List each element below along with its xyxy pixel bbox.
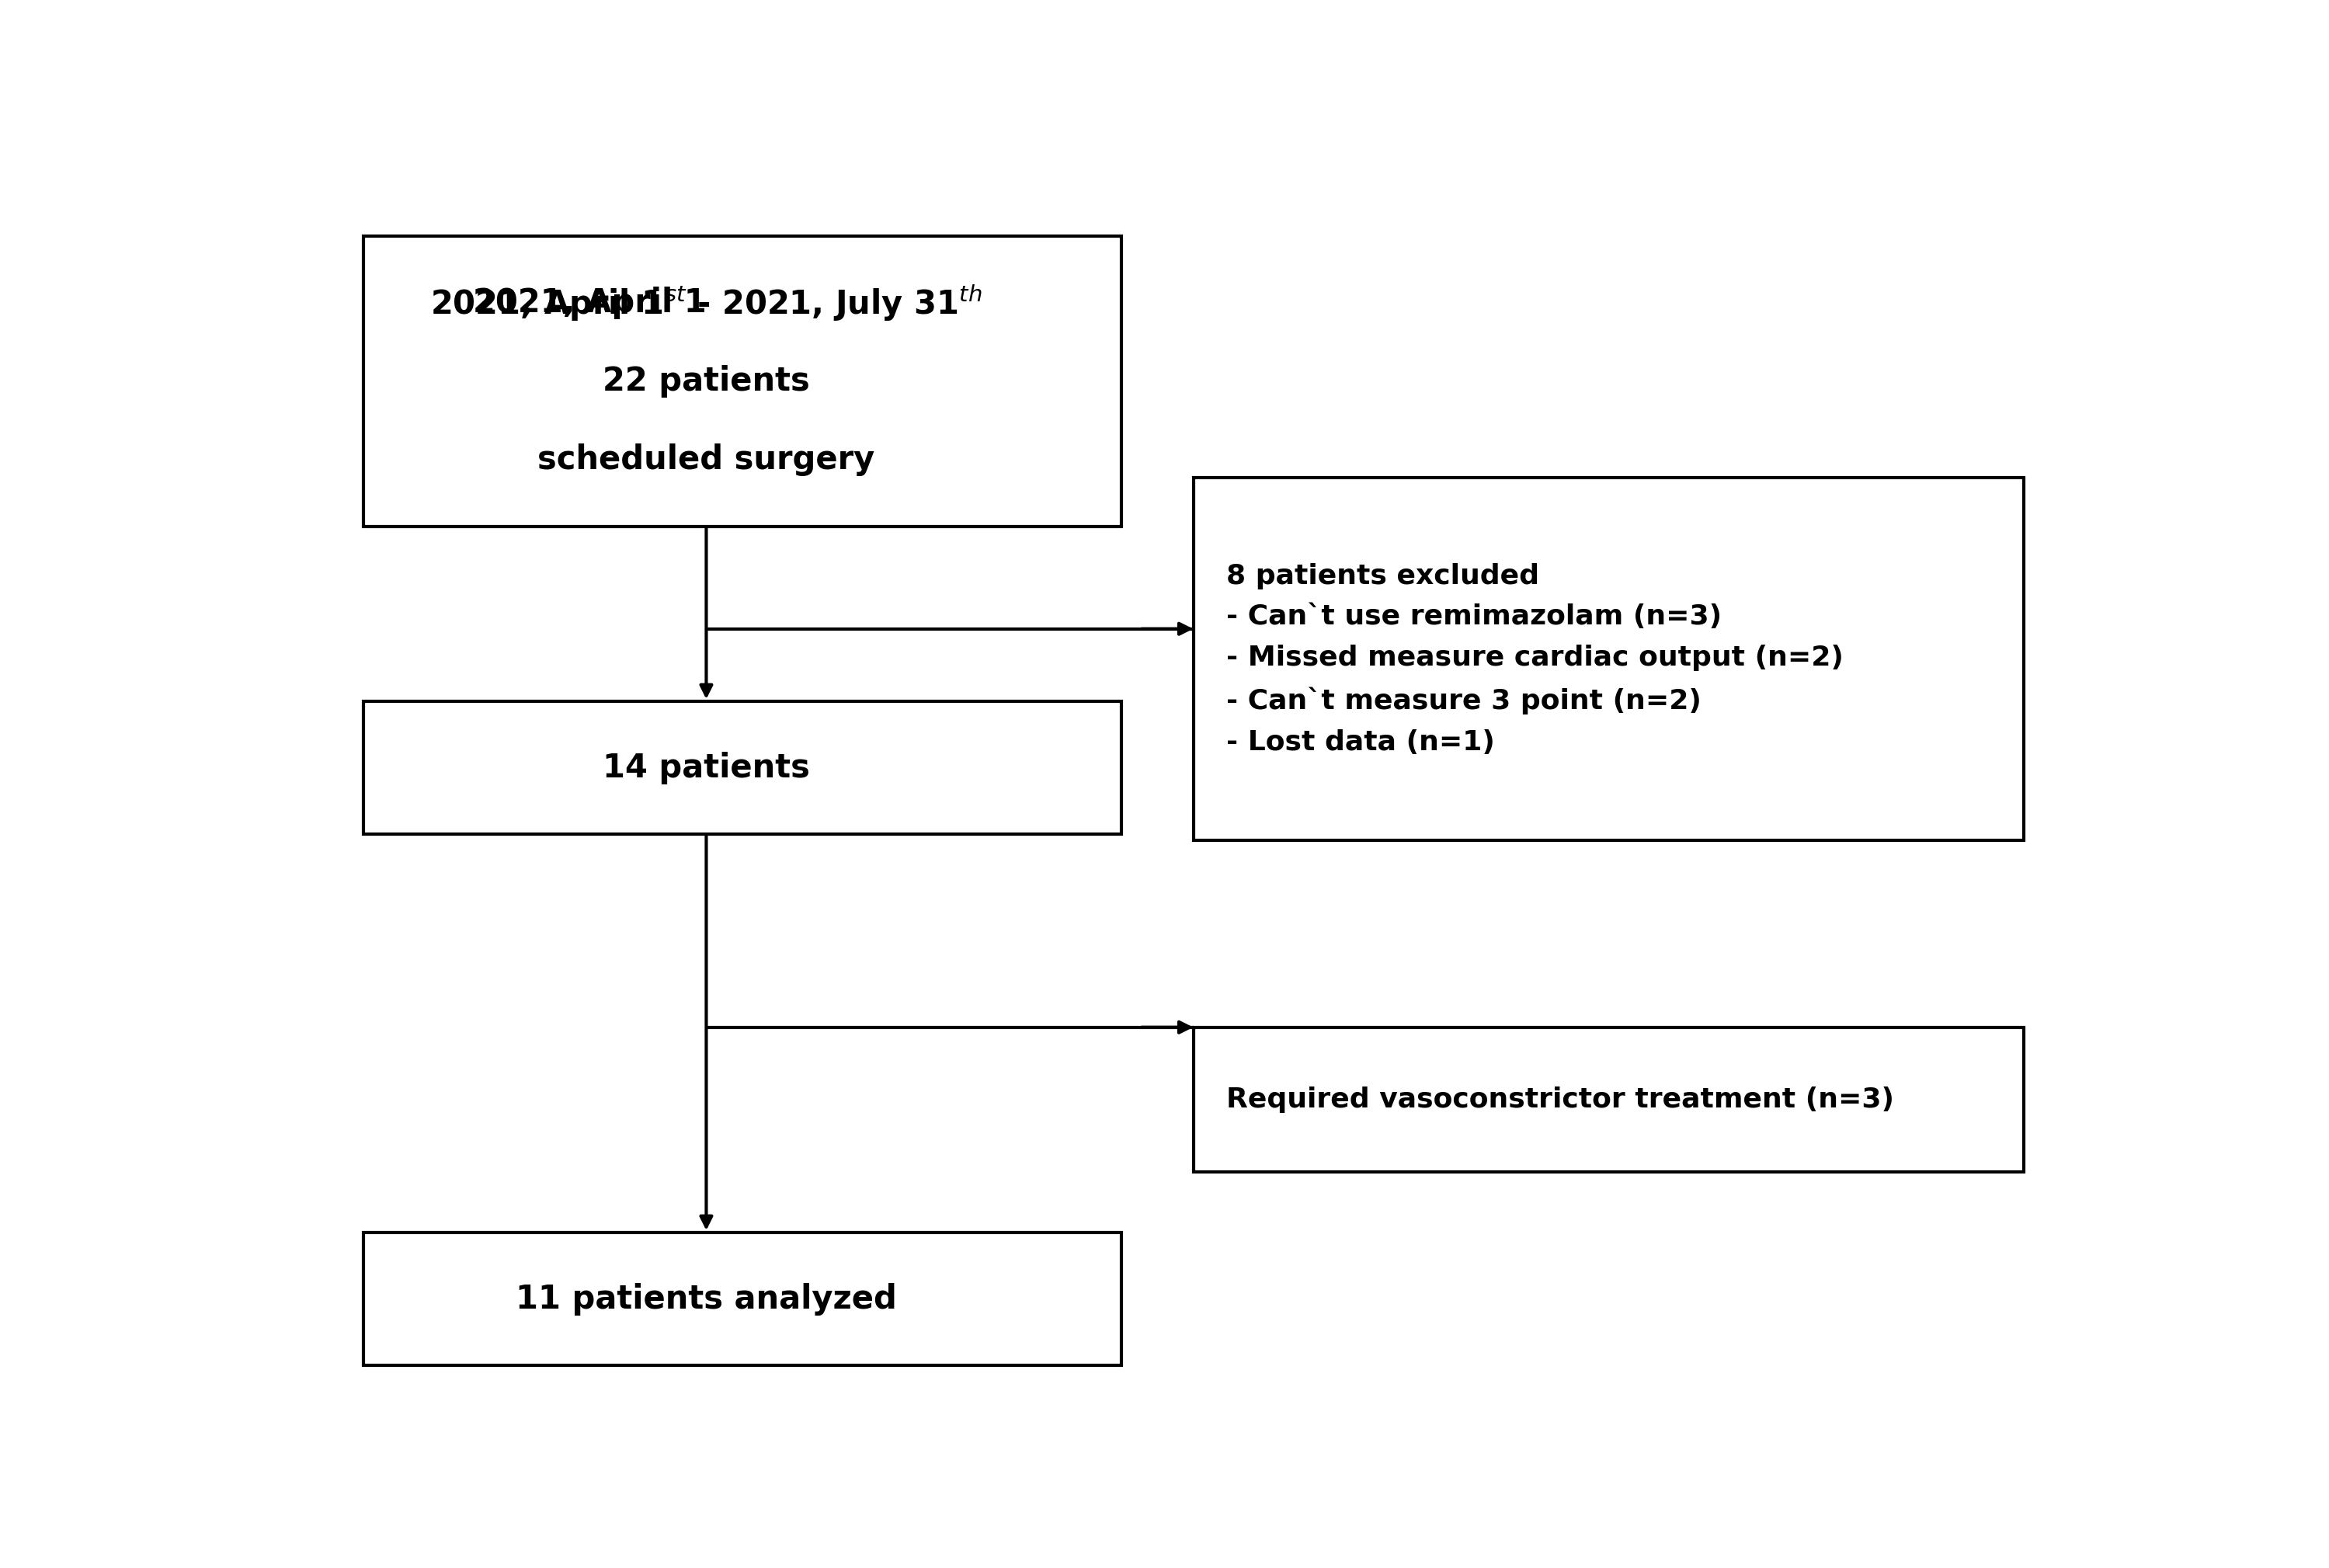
Bar xyxy=(363,701,1120,834)
Text: 2021, April 1: 2021, April 1 xyxy=(473,287,706,320)
Bar xyxy=(1192,1027,2024,1173)
Text: 2021, April 1$^{st}$ - 2021, July 31$^{th}$: 2021, April 1$^{st}$ - 2021, July 31$^{t… xyxy=(431,282,983,323)
Text: 14 patients: 14 patients xyxy=(603,751,810,784)
Bar xyxy=(1192,478,2024,840)
Bar xyxy=(363,1232,1120,1366)
Text: Required vasoconstrictor treatment (n=3): Required vasoconstrictor treatment (n=3) xyxy=(1225,1087,1893,1113)
Bar xyxy=(363,237,1120,527)
Text: scheduled surgery: scheduled surgery xyxy=(538,444,876,477)
Text: 22 patients: 22 patients xyxy=(603,365,810,398)
Text: 8 patients excluded
- Can`t use remimazolam (n=3)
- Missed measure cardiac outpu: 8 patients excluded - Can`t use remimazo… xyxy=(1225,563,1842,756)
Text: 11 patients analyzed: 11 patients analyzed xyxy=(515,1283,897,1316)
